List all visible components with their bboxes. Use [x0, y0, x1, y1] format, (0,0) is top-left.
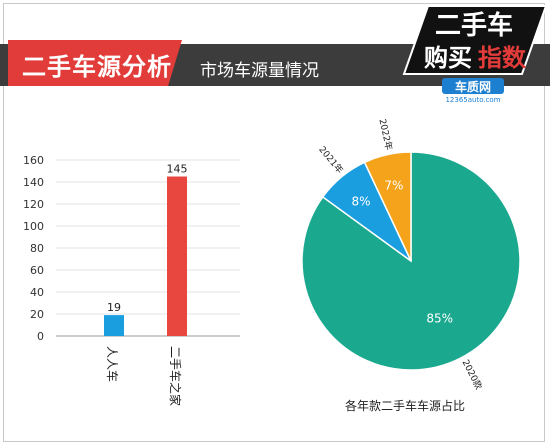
y-tick-label: 120 — [23, 198, 44, 211]
page-subtitle: 市场车源量情况 — [200, 61, 319, 81]
y-tick-label: 80 — [30, 242, 44, 255]
x-category-label: 二手车之家 — [168, 346, 183, 406]
chart-frame — [3, 3, 545, 442]
y-tick-label: 20 — [30, 308, 44, 321]
bar-data-label: 19 — [107, 301, 121, 314]
bar-chart: 0 20 40 60 80 100 120 140 160 19 人人车 145 二手车之家 — [23, 154, 240, 406]
pie-slice — [301, 151, 521, 371]
bar — [167, 176, 187, 336]
x-category-label: 人人车 — [105, 346, 120, 382]
pie-category-label: 2021年 — [316, 144, 346, 176]
logo-url-text: 12365auto.com — [445, 96, 500, 104]
pie-slice — [363, 151, 412, 262]
y-tick-label: 160 — [23, 154, 44, 167]
logo-text-top: 二手车 — [435, 10, 513, 41]
logo-site-text: 车质网 — [455, 79, 491, 94]
pie-category-label: 2022年 — [376, 118, 395, 152]
y-tick-label: 60 — [30, 264, 44, 277]
bar — [104, 315, 124, 336]
logo-shape — [402, 5, 548, 75]
pie-data-label: 85% — [426, 311, 453, 325]
pie-category-label: 2020款 — [460, 358, 485, 392]
y-tick-label: 140 — [23, 176, 44, 189]
logo-text-left: 购买 — [424, 44, 472, 72]
pie-chart: 85% 2020款 8% 2021年 7% 2022年 — [301, 118, 521, 392]
pie-chart-title: 各年款二手车车源占比 — [345, 399, 466, 413]
y-tick-label: 0 — [37, 330, 44, 343]
logo-site-badge — [442, 78, 504, 94]
title-badge — [8, 40, 182, 86]
pie-data-label: 7% — [384, 178, 403, 192]
y-tick-label: 40 — [30, 286, 44, 299]
logo-text-right: 指数 — [478, 44, 527, 72]
pie-data-label: 8% — [351, 195, 370, 209]
page-title: 二手车源分析 — [22, 53, 172, 81]
bar-data-label: 145 — [167, 163, 188, 176]
y-tick-label: 100 — [23, 220, 44, 233]
brand-logo: 二手车 购买 指数 车质网 12365auto.com — [402, 5, 548, 104]
